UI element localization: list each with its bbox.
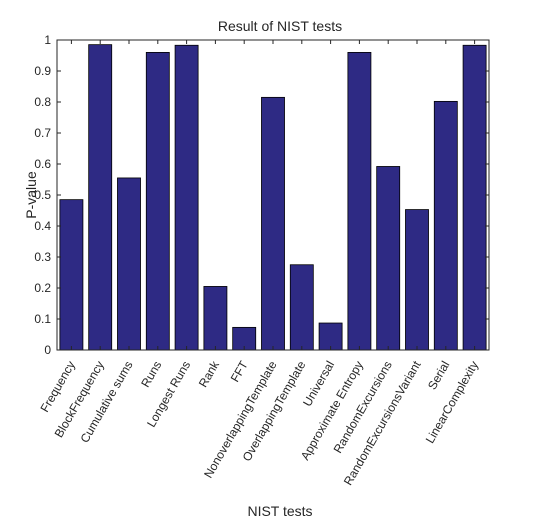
bar-1 <box>59 199 84 351</box>
y-tick-label: 0.3 <box>34 250 51 264</box>
bar-8 <box>261 96 285 351</box>
y-tick-label: 0.7 <box>34 126 51 140</box>
y-tick-label: 0.4 <box>34 219 51 233</box>
bar-14 <box>433 100 458 351</box>
bar-15 <box>462 44 487 351</box>
bar-6 <box>203 286 228 351</box>
bar-12 <box>376 166 401 351</box>
y-axis-label: P-value <box>23 171 39 219</box>
y-tick-label: 0.1 <box>34 312 51 326</box>
x-tick-label: Serial <box>425 359 452 393</box>
bar-3 <box>117 177 141 351</box>
bars-group <box>59 44 487 351</box>
y-tick-label: 0.2 <box>34 281 51 295</box>
y-tick-label: 1 <box>44 33 51 47</box>
bar-4 <box>145 52 170 351</box>
x-tick-label: Runs <box>138 359 164 390</box>
chart-title: Result of NIST tests <box>218 18 342 34</box>
y-axis: 0 0.1 0.2 0.3 0.4 0.5 0.6 0.7 0.8 0.9 1 <box>34 33 489 357</box>
x-tick-label: LinearComplexity <box>423 359 481 446</box>
y-tick-label: 0.8 <box>34 95 51 109</box>
bar-11 <box>347 52 372 351</box>
x-tick-label: FFT <box>228 358 251 385</box>
y-tick-label: 0.9 <box>34 64 51 78</box>
y-tick-label: 0 <box>44 343 51 357</box>
bar-2 <box>88 44 113 351</box>
x-tick-label: Rank <box>196 358 223 390</box>
x-axis-label: NIST tests <box>247 503 312 519</box>
y-tick-label: 0.5 <box>34 188 51 202</box>
bar-13 <box>405 209 429 351</box>
bar-9 <box>289 264 314 351</box>
y-tick-label: 0.6 <box>34 157 51 171</box>
bar-5 <box>174 44 199 351</box>
bar-10 <box>318 322 343 351</box>
